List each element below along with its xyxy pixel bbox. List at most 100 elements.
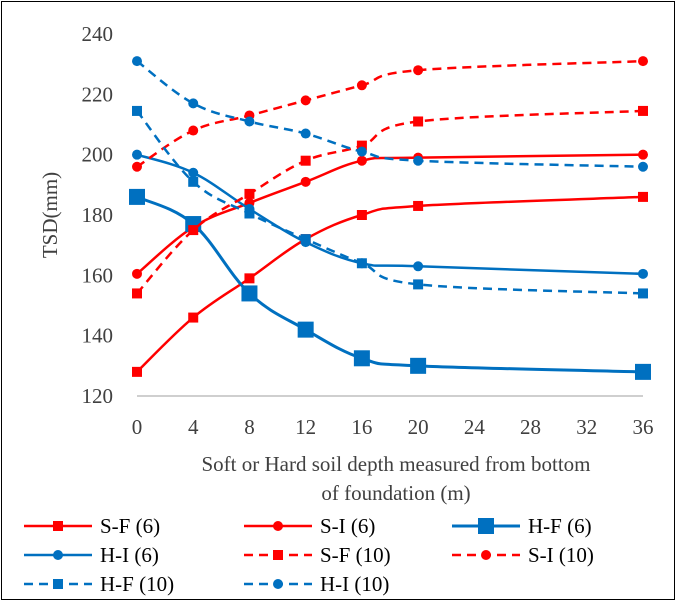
y-tick-label: 180: [82, 203, 114, 227]
series-h-f-6-point: [353, 350, 370, 367]
series-h-i-6-point: [413, 261, 424, 272]
legend-point: [273, 579, 283, 589]
x-tick-label: 4: [188, 415, 199, 439]
series-h-i-10-point: [300, 128, 311, 139]
x-tick-label: 36: [633, 415, 654, 439]
x-tick-label: 28: [520, 415, 541, 439]
x-tick-label: 8: [244, 415, 255, 439]
series-h-f-10: [132, 105, 648, 299]
series-h-i-6-point: [638, 268, 648, 279]
legend-item-h-f-6: H-F (6): [452, 514, 592, 538]
legend-point: [478, 518, 494, 534]
x-tick-label: 12: [295, 415, 316, 439]
legend-item-s-f-10: S-F (10): [244, 543, 391, 567]
series-h-f-10-point: [244, 208, 255, 219]
x-tick-label: 32: [576, 415, 597, 439]
y-axis-title: TSD(mm): [38, 172, 62, 258]
y-tick-label: 240: [82, 22, 114, 46]
series-s-i-10-point: [300, 95, 311, 106]
series-h-i-10-point: [638, 161, 648, 172]
legend-point: [273, 521, 283, 531]
series-s-f-6-line: [136, 195, 644, 373]
series-s-f-6-point: [132, 366, 142, 377]
legend-label: H-I (6): [100, 543, 159, 567]
series-s-f-10-point: [356, 140, 367, 151]
series-s-f-10-point: [244, 188, 255, 199]
legend-label: H-F (6): [528, 514, 592, 538]
legend-label: H-F (10): [100, 572, 174, 596]
axes-group: TSD(mm) Soft or Hard soil depth measured…: [38, 172, 643, 505]
legend-point: [53, 579, 63, 589]
series-h-f-10-point: [356, 258, 367, 269]
series-s-i-10-point: [188, 125, 199, 136]
series-h-f-6-point: [297, 321, 314, 338]
series-s-i-6-point: [132, 268, 142, 279]
series-s-f-10-point: [413, 116, 424, 127]
series-h-f-6-point: [241, 285, 258, 302]
legend-item-s-f-6: S-F (6): [24, 514, 160, 538]
series-h-f-10-point: [638, 288, 648, 299]
series-h-i-6: [132, 149, 648, 279]
series-s-f-10-point: [300, 155, 311, 166]
series-h-i-6-line: [136, 153, 644, 276]
legend-label: S-I (6): [320, 514, 375, 538]
y-tick-label: 120: [82, 384, 114, 408]
legend-point: [481, 550, 491, 560]
legend-item-s-i-10: S-I (10): [452, 543, 594, 567]
series-h-f-6-point: [129, 188, 145, 205]
legend-label: S-I (10): [528, 543, 594, 567]
x-axis-title-line-1: Soft or Hard soil depth measured from bo…: [201, 452, 590, 476]
series-h-i-10-point: [356, 146, 367, 157]
series-h-f-6-line: [136, 195, 644, 374]
y-tick-label: 220: [82, 82, 114, 106]
x-tick-label: 16: [351, 415, 372, 439]
series-h-i-10-point: [188, 98, 199, 109]
series-s-i-10-point: [413, 65, 424, 76]
x-tick-labels: 0 4 8 12 16 20 24 28 32 36: [132, 415, 654, 439]
series-h-i-10-point: [132, 56, 142, 67]
legend-item-s-i-6: S-I (6): [244, 514, 375, 538]
series-s-i-10-point: [638, 56, 648, 67]
series-s-f-10: [132, 105, 648, 299]
y-tick-labels: 120 140 160 180 200 220 240: [82, 22, 114, 408]
x-tick-label: 20: [408, 415, 429, 439]
series-s-i-6-point: [300, 176, 311, 187]
legend-item-h-i-10: H-I (10): [244, 572, 389, 596]
series-group: [129, 56, 651, 380]
series-s-i-10-point: [356, 80, 367, 91]
series-h-i-6-point: [188, 167, 199, 178]
series-h-i-10-line: [136, 60, 644, 168]
series-s-i-6-point: [638, 149, 648, 160]
x-tick-label: 0: [132, 415, 143, 439]
legend-label: S-F (6): [100, 514, 160, 538]
series-s-f-6-point: [356, 210, 367, 220]
series-h-f-6-point: [635, 363, 651, 380]
y-tick-label: 160: [82, 263, 114, 287]
legend-label: S-F (10): [320, 543, 391, 567]
legend-point: [273, 550, 283, 560]
series-s-f-6-point: [638, 191, 648, 202]
series-s-f-10-point: [188, 225, 199, 236]
series-s-i-10-point: [132, 161, 142, 172]
x-tick-label: 24: [464, 415, 486, 439]
series-h-f-10-point: [413, 279, 424, 290]
legend: S-F (6) S-I (6) H-F (6) H-I (6) S-F (10) S-I …: [24, 514, 594, 596]
series-s-f-10-point: [638, 105, 648, 116]
series-h-f-6: [129, 188, 651, 380]
series-h-i-10-point: [413, 155, 424, 166]
series-s-f-10-line: [136, 109, 644, 295]
series-h-i-6-point: [132, 149, 142, 160]
series-s-f-6-point: [413, 200, 424, 211]
series-h-f-6-point: [410, 357, 427, 374]
series-h-f-10-point: [188, 176, 199, 187]
series-s-i-6: [132, 149, 648, 279]
series-h-f-10-point: [300, 234, 311, 245]
series-s-f-6-point: [244, 273, 255, 284]
series-h-i-10-point: [244, 116, 255, 127]
y-tick-label: 140: [82, 324, 114, 348]
legend-item-h-i-6: H-I (6): [24, 543, 159, 567]
series-s-i-10: [132, 56, 648, 172]
series-s-i-6-point: [356, 155, 367, 166]
